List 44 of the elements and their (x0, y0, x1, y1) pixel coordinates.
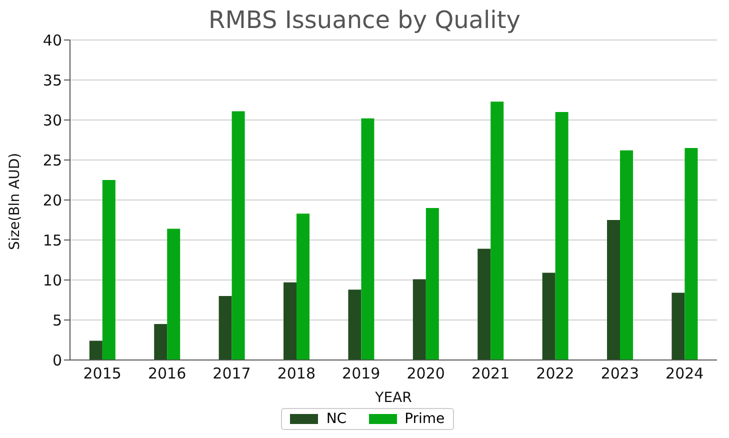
bar (620, 150, 634, 360)
bar (154, 324, 168, 360)
bar (672, 292, 685, 360)
y-tick-label: 0 (52, 351, 62, 370)
y-tick-label: 40 (42, 31, 62, 50)
x-axis-title: YEAR (374, 390, 412, 406)
y-tick-label: 20 (42, 191, 62, 210)
chart-title: RMBS Issuance by Quality (208, 6, 520, 34)
x-tick-label: 2016 (148, 364, 186, 383)
y-tick-label: 10 (42, 271, 62, 290)
y-tick-label: 30 (42, 111, 62, 130)
legend-label: Prime (404, 411, 445, 427)
bar (426, 208, 439, 360)
bar (348, 290, 362, 360)
bar (296, 214, 310, 360)
bar (684, 148, 698, 360)
bar (284, 282, 297, 360)
y-axis-title: Size(Bln AUD) (6, 152, 23, 250)
x-tick-label: 2024 (666, 364, 704, 383)
y-tick-label: 5 (52, 311, 62, 330)
bar (412, 279, 426, 360)
x-tick-label: 2020 (406, 364, 445, 383)
x-tick-label: 2023 (600, 364, 640, 383)
x-tick-label: 2022 (536, 364, 574, 383)
legend-label: NC (326, 411, 347, 427)
x-tick-label: 2015 (83, 364, 122, 383)
bar (555, 112, 568, 360)
bar (478, 248, 491, 360)
x-tick-label: 2021 (471, 364, 510, 383)
bar (232, 111, 245, 360)
x-tick-label: 2019 (342, 364, 380, 383)
bar (490, 102, 504, 360)
bar (361, 118, 374, 360)
bar (542, 272, 556, 360)
y-tick-label: 35 (42, 71, 62, 90)
x-tick-label: 2017 (212, 364, 251, 383)
y-tick-label: 15 (42, 231, 62, 250)
y-tick-label: 25 (42, 151, 62, 170)
bar (89, 340, 102, 360)
bar (102, 180, 116, 360)
bar (167, 228, 180, 360)
bar (218, 296, 232, 360)
x-tick-label: 2018 (277, 364, 316, 383)
bar (607, 220, 620, 360)
